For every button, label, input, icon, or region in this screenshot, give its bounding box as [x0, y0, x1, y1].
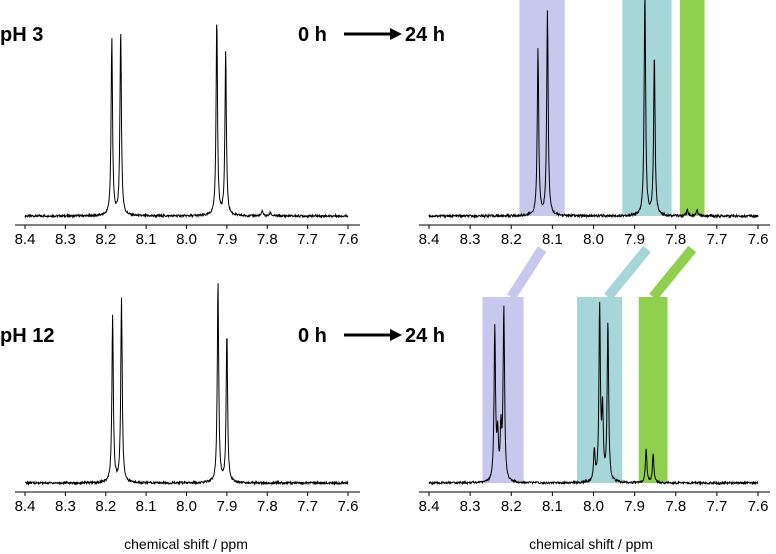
- x-tick-label: 8.4: [419, 231, 440, 248]
- x-tick-label: 8.1: [136, 231, 157, 248]
- spectrum-line: [25, 283, 349, 486]
- x-tick-label: 8.1: [542, 498, 563, 515]
- connector-line-lavender: [507, 246, 547, 300]
- x-tick-label: 7.9: [624, 498, 645, 515]
- connector-layer: [507, 245, 697, 301]
- spectrum-panel: 8.4 8.3 8.2 8.1 8.0 7.9 7.8 7.7 7.6: [15, 20, 360, 248]
- x-tick-label: 8.4: [15, 498, 36, 515]
- x-axis-title-left: chemical shift / ppm: [124, 536, 248, 552]
- peak-point: [120, 29, 122, 31]
- spectrum-panel: 8.4 8.3 8.2 8.1 8.0 7.9 7.8 7.7 7.6: [419, 0, 770, 248]
- x-tick-label: 7.6: [338, 231, 359, 248]
- connector-line-green: [649, 245, 697, 301]
- x-tick-label: 7.8: [665, 498, 686, 515]
- x-tick-label: 8.1: [136, 498, 157, 515]
- x-tick-label: 7.7: [706, 498, 727, 515]
- time-start-label-bottom: 0 h: [298, 325, 327, 347]
- x-tick-label: 8.4: [15, 231, 36, 248]
- x-tick-label: 7.9: [624, 231, 645, 248]
- connector-line-teal: [604, 245, 651, 301]
- row-label-ph12: pH 12: [0, 325, 54, 347]
- x-tick-label: 8.4: [419, 498, 440, 515]
- spectrum-panel: 8.4 8.3 8.2 8.1 8.0 7.9 7.8 7.7 7.6: [419, 297, 770, 515]
- spectrum-panel: 8.4 8.3 8.2 8.1 8.0 7.9 7.8 7.7 7.6: [15, 283, 360, 515]
- x-tick-label: 7.6: [748, 498, 769, 515]
- x-tick-label: 8.3: [55, 498, 76, 515]
- x-tick-label: 8.3: [55, 231, 76, 248]
- highlight-band-green: [638, 297, 668, 483]
- spectrum-line: [24, 24, 349, 219]
- x-tick-label: 7.7: [297, 498, 318, 515]
- x-tick-label: 8.2: [95, 498, 116, 515]
- x-tick-label: 7.8: [257, 498, 278, 515]
- highlight-band-green: [679, 0, 705, 216]
- x-tick-label: 8.3: [460, 498, 481, 515]
- x-tick-label: 8.0: [583, 498, 604, 515]
- time-end-label-bottom: 24 h: [405, 325, 445, 347]
- x-tick-label: 8.1: [542, 231, 563, 248]
- x-tick-label: 8.2: [95, 231, 116, 248]
- x-tick-label: 8.2: [501, 498, 522, 515]
- time-arrow-icon: [344, 28, 402, 40]
- x-tick-label: 7.9: [216, 498, 237, 515]
- x-tick-label: 8.2: [501, 231, 522, 248]
- x-tick-label: 8.3: [460, 231, 481, 248]
- panel-layer: 8.4 8.3 8.2 8.1 8.0 7.9 7.8 7.7 7.6 8.4 8.3 8.2 8.1 8…: [15, 0, 770, 515]
- time-arrow-icon: [344, 329, 402, 341]
- x-tick-label: 8.0: [583, 231, 604, 248]
- spectrum-line: [428, 301, 759, 486]
- x-tick-label: 8.0: [176, 231, 197, 248]
- row-label-ph3: pH 3: [0, 24, 43, 46]
- peak-point: [216, 20, 218, 22]
- x-tick-label: 7.6: [748, 231, 769, 248]
- x-tick-label: 7.7: [706, 231, 727, 248]
- highlight-band-lavender: [519, 0, 565, 216]
- x-tick-label: 7.7: [297, 231, 318, 248]
- time-start-label-top: 0 h: [298, 24, 327, 46]
- x-tick-label: 7.6: [338, 498, 359, 515]
- x-tick-label: 7.9: [216, 231, 237, 248]
- x-tick-label: 7.8: [257, 231, 278, 248]
- x-tick-label: 7.8: [665, 231, 686, 248]
- peak-point: [226, 333, 228, 335]
- x-axis-title-right: chemical shift / ppm: [529, 536, 653, 552]
- x-tick-label: 8.0: [176, 498, 197, 515]
- time-end-label-top: 24 h: [405, 24, 445, 46]
- spectrum-line: [428, 0, 759, 219]
